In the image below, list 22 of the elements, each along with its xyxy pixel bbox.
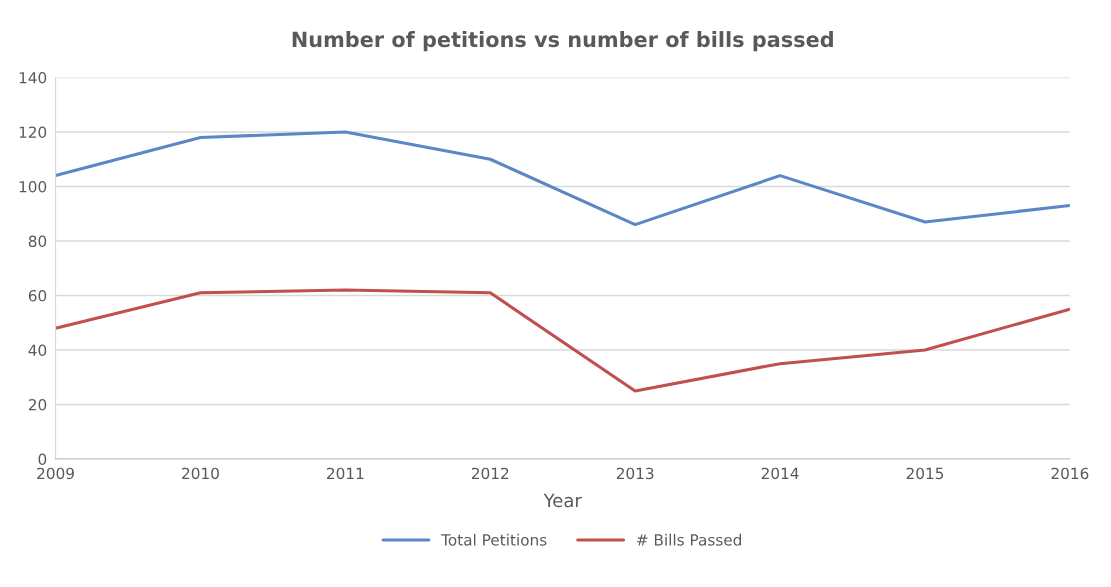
- line-series: [55, 130, 1070, 227]
- x-tick-label: 2015: [906, 467, 944, 480]
- x-axis-title: Year: [543, 493, 582, 508]
- x-tick-label: 2011: [327, 467, 364, 480]
- x-tick-label: 2013: [616, 467, 654, 480]
- y-tick-label: 40: [28, 344, 47, 357]
- y-tick-label: 120: [19, 126, 47, 139]
- chart-title: Number of petitions vs number of bills passed: [292, 31, 833, 52]
- x-tick-label: 2012: [471, 467, 509, 480]
- x-tick-label: 2016: [1051, 467, 1089, 480]
- x-tick-label: 2010: [182, 467, 219, 480]
- y-tick-label: 60: [28, 289, 47, 302]
- line-series: [55, 288, 1070, 393]
- legend-label: Total Petitions: [441, 533, 547, 546]
- y-tick-label: 20: [28, 398, 47, 411]
- y-tick-label: 80: [28, 235, 47, 248]
- legend-label: # Bills Passed: [636, 533, 741, 546]
- y-tick-label: 0: [38, 453, 47, 466]
- x-tick-label: 2009: [37, 467, 74, 480]
- y-tick-label: 140: [19, 71, 47, 84]
- y-tick-label: 100: [19, 180, 47, 193]
- x-tick-label: 2014: [761, 467, 799, 480]
